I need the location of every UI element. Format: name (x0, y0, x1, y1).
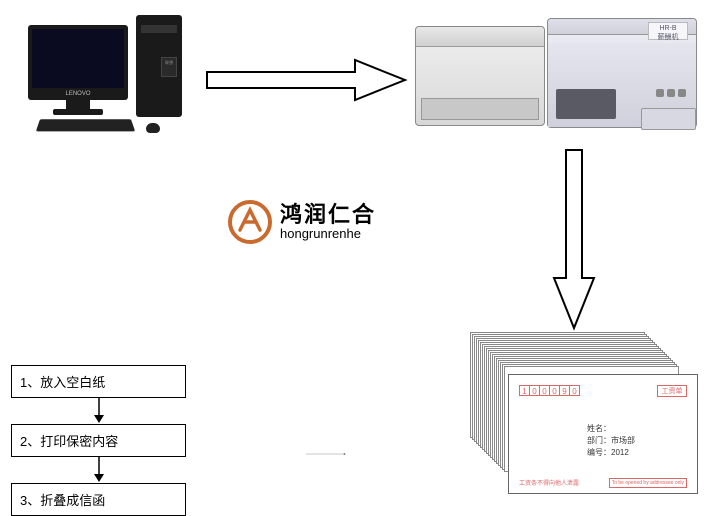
folder-unit: HR-B 薪酬机 (547, 18, 697, 128)
envelope-front: 100090 工资单 姓名： 部门：市场部 编号：2012 工资条不得向他人泄露… (508, 374, 698, 494)
logo-en: hongrunrenhe (280, 227, 376, 241)
folder-tray (641, 108, 696, 130)
machine-illustration: HR-B 薪酬机 (415, 8, 700, 138)
step-2: 2、打印保密内容 (11, 424, 186, 457)
envelope-footer-left: 工资条不得向他人泄露 (519, 478, 579, 487)
step-arrow-2-3 (11, 457, 186, 483)
tower-label: 联想 (162, 60, 176, 66)
arrow-machine-to-envelopes (552, 148, 596, 333)
envelope-line2: 部门：市场部 (587, 435, 635, 447)
envelope-info: 姓名： 部门：市场部 编号：2012 (587, 423, 635, 459)
folder-name: 薪酬机 (649, 33, 687, 42)
process-steps: 1、放入空白纸 2、打印保密内容 3、折叠成信函 (11, 365, 186, 516)
monitor-screen (32, 29, 124, 88)
step-1-label: 1、放入空白纸 (20, 375, 105, 390)
logo-text: 鸿润仁合 hongrunrenhe (280, 203, 376, 241)
tower: 联想 (136, 15, 182, 117)
tower-panel: 联想 (161, 57, 177, 77)
logo-icon (228, 200, 272, 244)
step-arrow-1-2 (11, 398, 186, 424)
envelope-line3: 编号：2012 (587, 447, 635, 459)
monitor-brand: LENOVO (28, 89, 128, 100)
folder-label: HR-B 薪酬机 (648, 22, 688, 40)
monitor-base (53, 109, 103, 115)
step-1: 1、放入空白纸 (11, 365, 186, 398)
envelope-stack: 100090 工资单 姓名： 部门：市场部 编号：2012 工资条不得向他人泄露… (470, 332, 700, 498)
keyboard (36, 119, 135, 131)
logo: 鸿润仁合 hongrunrenhe (228, 200, 376, 244)
arrow-computer-to-machine (205, 58, 410, 102)
envelope-postcode: 100090 (519, 385, 579, 396)
tower-drive (141, 25, 177, 33)
step-3: 3、折叠成信函 (11, 483, 186, 516)
printer-tray (421, 98, 539, 120)
folder-slot (556, 89, 616, 119)
step-2-label: 2、打印保密内容 (20, 434, 118, 449)
folder-model: HR-B (649, 24, 687, 33)
folder-buttons (656, 89, 686, 97)
computer-illustration: LENOVO 联想 (28, 15, 193, 135)
printer-top (416, 27, 544, 47)
printer-unit (415, 26, 545, 126)
monitor: LENOVO (28, 25, 128, 100)
mouse (146, 123, 160, 133)
logo-cn: 鸿润仁合 (280, 203, 376, 227)
envelope-footer-right: To be opened by addressee only (609, 478, 687, 488)
envelope-badge: 工资单 (657, 385, 687, 397)
step-3-label: 3、折叠成信函 (20, 493, 105, 508)
envelope-line1: 姓名： (587, 423, 635, 435)
arrow-steps-to-envelopes (186, 453, 466, 455)
